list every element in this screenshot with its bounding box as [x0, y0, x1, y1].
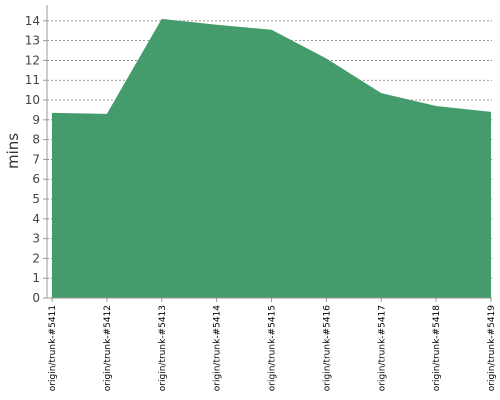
y-tick-label: 5	[32, 192, 40, 206]
x-tick-label: origin/trunk-#5417	[377, 305, 387, 391]
y-tick-label: 3	[32, 232, 40, 246]
x-tick-label: origin/trunk-#5416	[322, 305, 332, 391]
y-tick-label: 6	[32, 172, 40, 186]
y-tick-label: 2	[32, 251, 40, 265]
y-tick-label: 13	[25, 34, 40, 48]
series-area	[51, 18, 492, 299]
y-axis-title: mins	[4, 133, 22, 169]
y-tick-label: 4	[32, 212, 40, 226]
y-tick-label: 10	[25, 93, 40, 107]
x-tick-label: origin/trunk-#5413	[158, 305, 168, 391]
x-tick-label: origin/trunk-#5418	[432, 305, 442, 391]
y-tick-label: 0	[32, 291, 40, 305]
y-tick-label: 7	[32, 152, 40, 166]
y-tick-label: 14	[25, 14, 40, 28]
x-tick-labels: origin/trunk-#5411 origin/trunk-#5412 orig…	[48, 298, 497, 391]
y-tick-label: 1	[32, 271, 40, 285]
area-fill	[52, 18, 491, 299]
y-tick-label: 11	[25, 73, 40, 87]
y-tick-label: 8	[32, 133, 40, 147]
y-tick-label: 12	[25, 53, 40, 67]
x-tick-label: origin/trunk-#5414	[213, 305, 223, 391]
y-tick-label: 9	[32, 113, 40, 127]
x-tick-label: origin/trunk-#5411	[48, 305, 58, 391]
x-tick-label: origin/trunk-#5415	[268, 305, 278, 391]
axes	[46, 5, 492, 299]
x-tick-label: origin/trunk-#5412	[103, 305, 113, 391]
x-tick-label: origin/trunk-#5419	[487, 305, 497, 391]
